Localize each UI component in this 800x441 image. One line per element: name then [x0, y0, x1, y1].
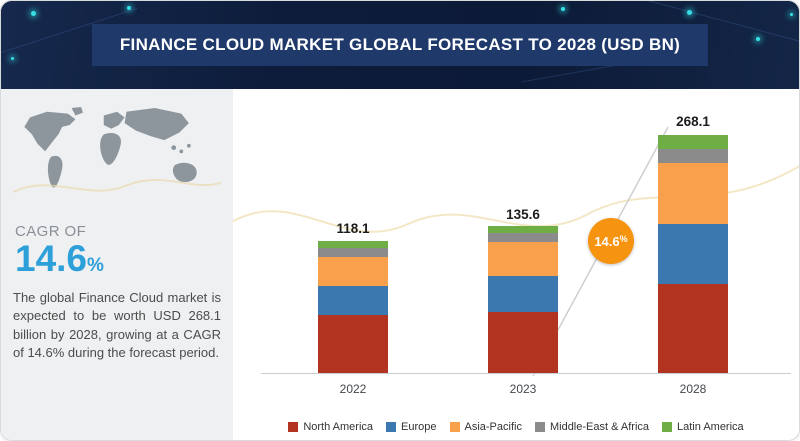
legend-swatch-icon: [386, 422, 397, 432]
bar-segment-asia-pacific: [318, 257, 388, 286]
glow-dot-icon: [756, 37, 760, 41]
glow-dot-icon: [127, 6, 131, 10]
bar-2028: [658, 135, 728, 374]
legend-swatch-icon: [662, 422, 673, 432]
bar-segment-middle-east-africa: [658, 149, 728, 163]
badge-number: 14.6: [594, 233, 620, 249]
chart-legend: North America Europe Asia-Pacific Middle-Ea…: [233, 421, 799, 433]
legend-label: Asia-Pacific: [464, 421, 522, 433]
header-banner: FINANCE CLOUD MARKET GLOBAL FORECAST TO …: [1, 1, 799, 89]
decorative-curve: [13, 178, 221, 193]
bar-segment-middle-east-africa: [318, 248, 388, 257]
legend-label: North America: [303, 421, 374, 433]
badge-percent-sign: %: [619, 234, 628, 244]
bar-segment-asia-pacific: [658, 163, 728, 224]
summary-sidebar: CAGR OF 14.6% The global Finance Cloud m…: [1, 89, 233, 440]
cagr-badge: 14.6%: [588, 218, 634, 264]
glow-dot-icon: [11, 57, 14, 60]
bar-segment-europe: [318, 286, 388, 315]
bar-total-label: 118.1: [336, 221, 370, 236]
legend-label: Latin America: [677, 421, 744, 433]
legend-swatch-icon: [288, 422, 299, 432]
bar-segment-europe: [488, 276, 558, 312]
cagr-number: 14.6: [15, 238, 88, 279]
world-map: [13, 107, 221, 193]
bar-segment-latin-america: [318, 241, 388, 248]
legend-label: Middle-East & Africa: [549, 421, 650, 433]
content-row: CAGR OF 14.6% The global Finance Cloud m…: [1, 89, 799, 440]
legend-item-north-america: North America: [288, 421, 373, 433]
cagr-percent-sign: %: [87, 255, 104, 276]
bar-segment-north-america: [488, 312, 558, 374]
legend-label: Europe: [401, 421, 437, 433]
bar-segment-north-america: [318, 315, 388, 374]
cagr-value: 14.6%: [15, 238, 221, 279]
legend-item-latin-america: Latin America: [662, 421, 744, 433]
bar-2023: [488, 226, 558, 374]
page-title: FINANCE CLOUD MARKET GLOBAL FORECAST TO …: [119, 35, 681, 54]
legend-swatch-icon: [449, 422, 460, 432]
glow-dot-icon: [790, 13, 793, 16]
legend-swatch-icon: [534, 422, 545, 432]
legend-item-asia-pacific: Asia-Pacific: [449, 421, 522, 433]
bar-segment-latin-america: [658, 135, 728, 149]
x-axis-line: [261, 373, 791, 374]
x-axis-label: 2023: [509, 382, 537, 396]
x-axis-label: 2028: [679, 382, 707, 396]
summary-text: The global Finance Cloud market is expec…: [13, 289, 221, 361]
glow-dot-icon: [687, 10, 692, 15]
bar-segment-europe: [658, 224, 728, 284]
bar-total-label: 268.1: [676, 114, 710, 129]
x-axis-label: 2022: [339, 382, 367, 396]
bar-segment-middle-east-africa: [488, 233, 558, 242]
legend-item-middle-east-africa: Middle-East & Africa: [534, 421, 650, 433]
legend-item-europe: Europe: [386, 421, 437, 433]
bar-segment-latin-america: [488, 226, 558, 233]
chart-area: 118.1 135.6 268.1 2022 2023 2028 14.6% North…: [233, 89, 799, 440]
bar-segment-north-america: [658, 284, 728, 374]
bar-2022: [318, 241, 388, 374]
glow-dot-icon: [561, 7, 565, 11]
title-box: FINANCE CLOUD MARKET GLOBAL FORECAST TO …: [91, 24, 709, 66]
bar-segment-asia-pacific: [488, 242, 558, 276]
glow-dot-icon: [31, 11, 36, 16]
cagr-label: CAGR OF: [15, 223, 87, 240]
bar-total-label: 135.6: [506, 207, 540, 222]
